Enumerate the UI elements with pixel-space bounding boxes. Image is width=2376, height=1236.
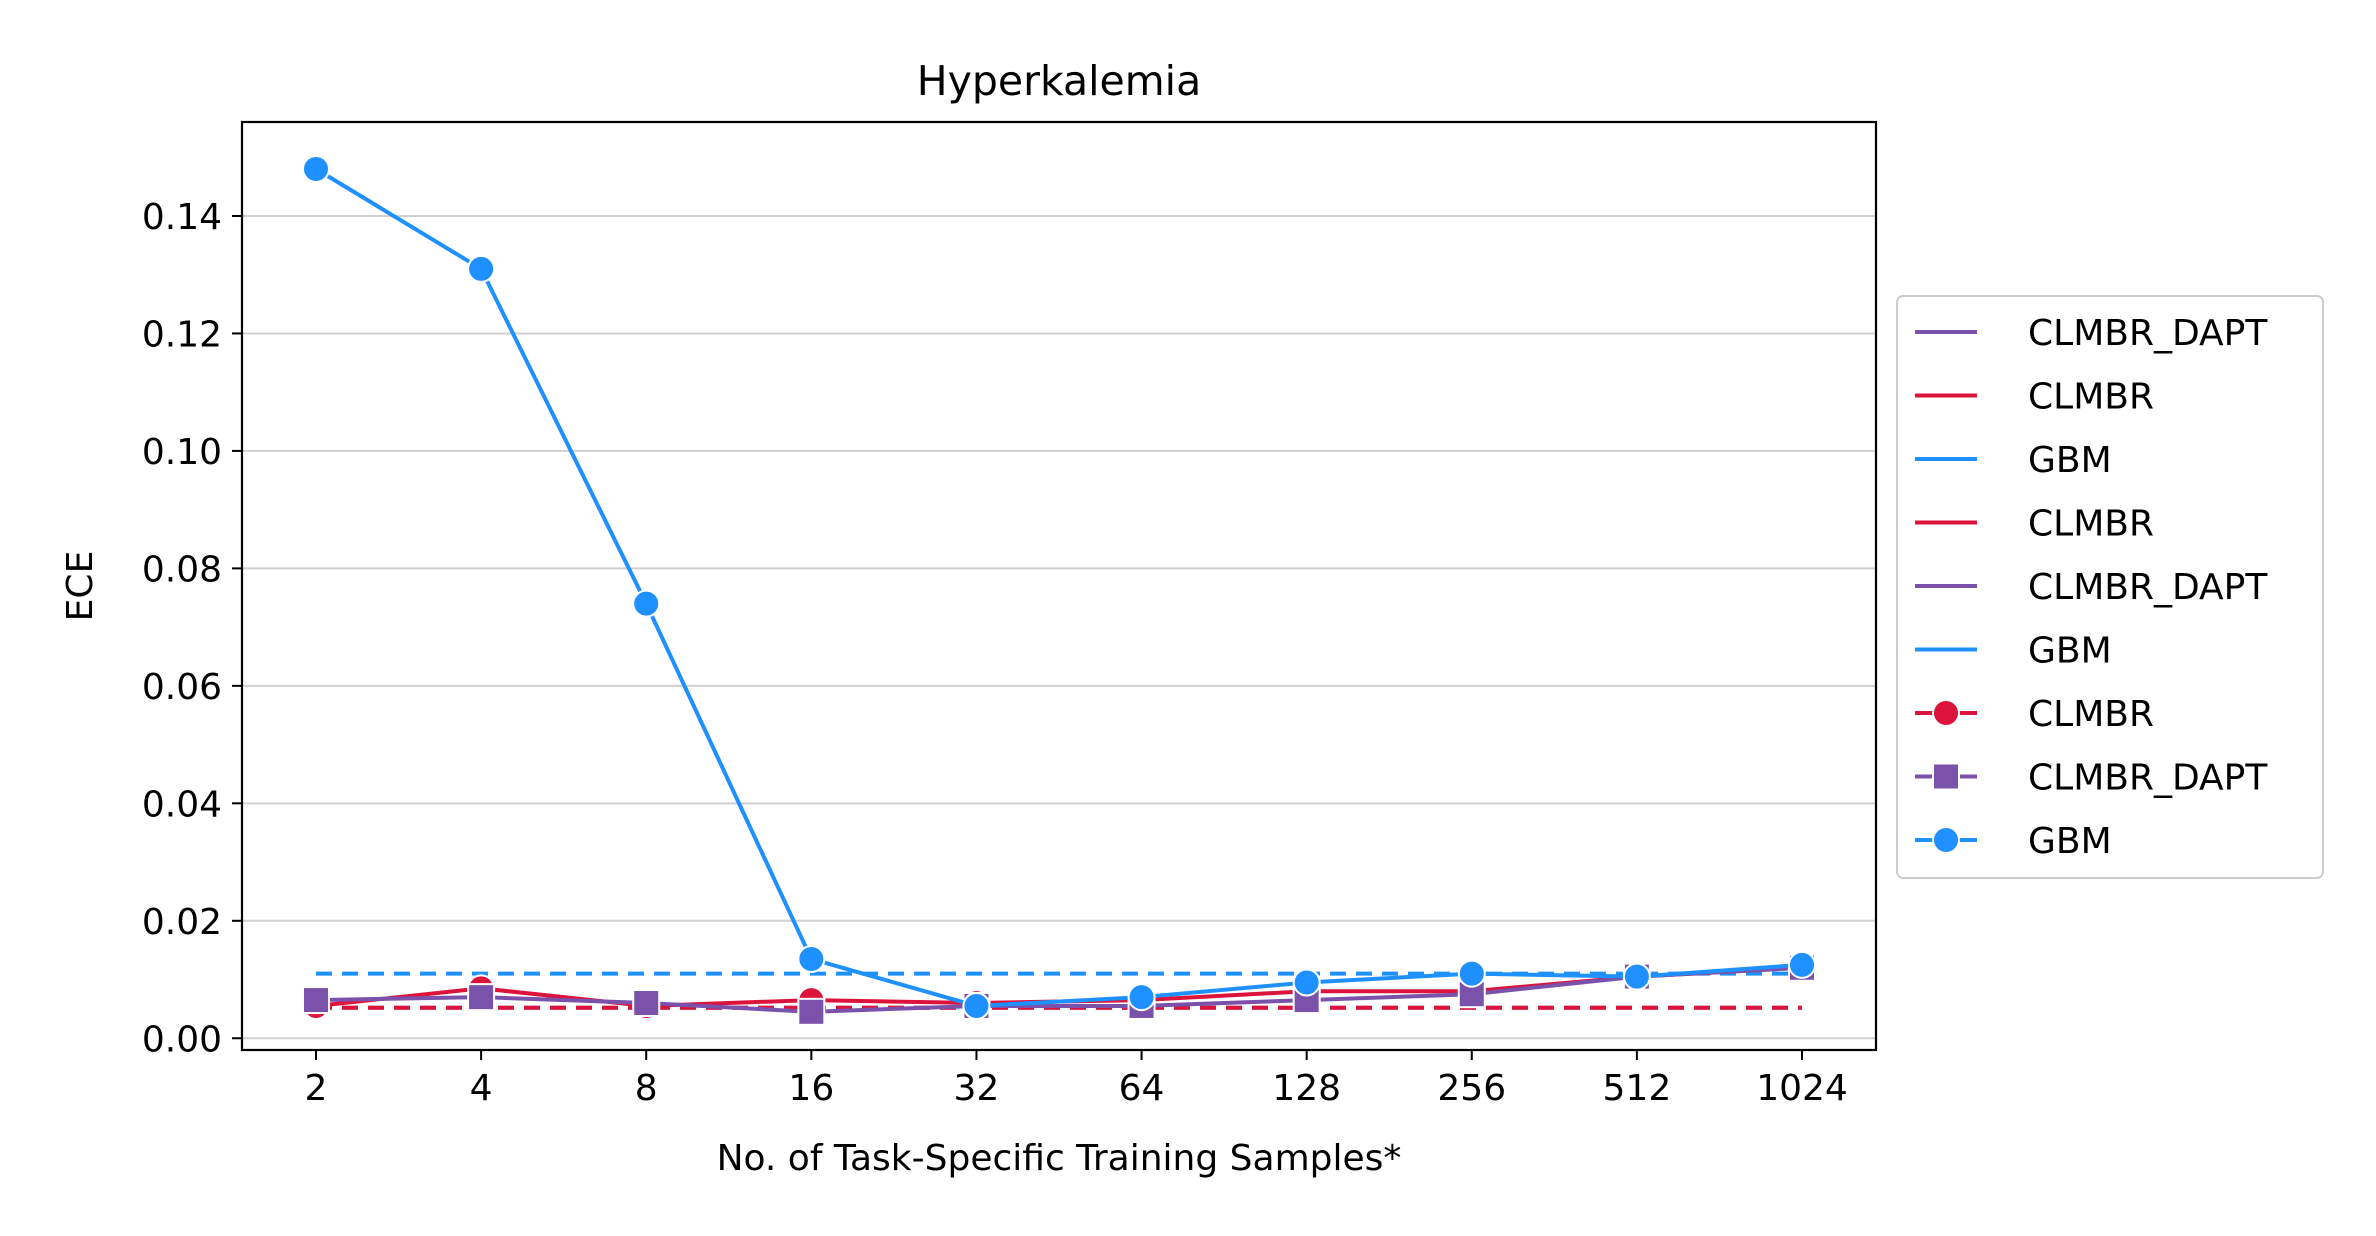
- x-tick-label: 32: [954, 1068, 1000, 1109]
- y-tick-label: 0.08: [142, 549, 222, 590]
- x-tick-label: 64: [1119, 1068, 1165, 1109]
- y-tick-label: 0.10: [142, 432, 222, 473]
- data-point-gbm: [1788, 950, 1816, 979]
- legend-label: CLMBR_DAPT: [2028, 313, 2268, 354]
- legend: CLMBR_DAPT CLMBR GBM CLMBR CLMBR_DAPT GBM CLMB…: [1896, 295, 2324, 879]
- y-axis-label: ECE: [60, 551, 101, 622]
- legend-label: CLMBR: [2028, 504, 2154, 545]
- x-tick-label: 16: [788, 1068, 834, 1109]
- x-tick-label: 128: [1272, 1068, 1341, 1109]
- x-tick-label: 256: [1437, 1068, 1506, 1109]
- legend-label: GBM: [2028, 821, 2112, 862]
- data-point-gbm: [467, 254, 496, 283]
- data-point-gbm: [1127, 983, 1156, 1012]
- y-tick-label: 0.14: [142, 197, 222, 238]
- data-point-gbm: [797, 944, 826, 973]
- x-axis: 2 4 8 16 32 64 128 256 512 1024: [305, 1050, 1848, 1109]
- series-line-clmbr-dapt: [315, 965, 1803, 1014]
- data-point-gbm: [1292, 968, 1321, 997]
- x-tick-label: 1024: [1756, 1068, 1848, 1109]
- y-tick-label: 0.12: [142, 314, 222, 355]
- series-line-gbm: [314, 167, 1803, 1008]
- data-point-gbm: [1622, 962, 1651, 991]
- series-lines: [302, 154, 1816, 1026]
- x-tick-label: 4: [470, 1068, 493, 1109]
- y-tick-label: 0.04: [142, 784, 222, 825]
- y-tick-label: 0.00: [142, 1019, 222, 1060]
- legend-label: GBM: [2028, 440, 2112, 481]
- x-tick-label: 8: [635, 1068, 658, 1109]
- data-point-clmbr-dapt: [797, 997, 826, 1026]
- y-axis: 0.00 0.02 0.04 0.06 0.08 0.10 0.12 0.14: [142, 197, 242, 1060]
- legend-label: CLMBR: [2028, 694, 2154, 735]
- legend-label: CLMBR_DAPT: [2028, 758, 2268, 799]
- grid-lines: [242, 214, 1876, 1040]
- y-tick-label: 0.06: [142, 667, 222, 708]
- legend-marker: [1932, 762, 1960, 791]
- data-point-clmbr-dapt: [632, 989, 661, 1018]
- data-point-gbm: [1457, 959, 1486, 988]
- data-point-gbm: [632, 589, 661, 618]
- legend-label: CLMBR_DAPT: [2028, 567, 2268, 608]
- data-point-gbm: [962, 991, 991, 1020]
- x-tick-label: 512: [1603, 1068, 1672, 1109]
- legend-label: GBM: [2028, 631, 2112, 672]
- legend-box: [1896, 295, 2324, 879]
- x-tick-label: 2: [305, 1068, 328, 1109]
- plot-frame: [240, 120, 1878, 1052]
- legend-marker: [1932, 826, 1960, 854]
- chart-title: Hyperkalemia: [917, 57, 1201, 105]
- data-point-gbm: [302, 154, 330, 183]
- data-point-clmbr-dapt: [467, 983, 496, 1012]
- y-tick-label: 0.02: [142, 902, 222, 943]
- data-point-clmbr-dapt: [302, 986, 330, 1015]
- legend-marker: [1932, 699, 1960, 727]
- x-axis-label: No. of Task-Specific Training Samples*: [717, 1138, 1402, 1179]
- legend-label: CLMBR: [2028, 377, 2154, 418]
